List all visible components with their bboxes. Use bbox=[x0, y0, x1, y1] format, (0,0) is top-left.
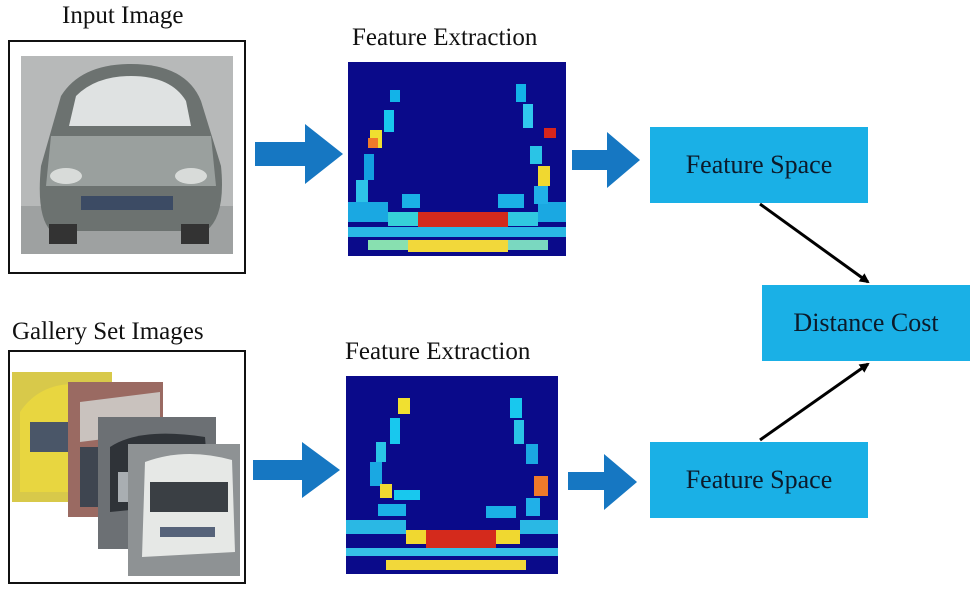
input-car-photo bbox=[21, 56, 233, 254]
feature-extraction-bottom-label: Feature Extraction bbox=[345, 338, 531, 365]
block-arrow-gallery-to-extraction bbox=[253, 442, 340, 498]
block-arrow-input-to-extraction bbox=[255, 124, 343, 184]
feature-heatmap-top bbox=[348, 62, 566, 256]
feature-heatmap-bottom bbox=[346, 376, 558, 574]
feature-extraction-top-label: Feature Extraction bbox=[352, 24, 538, 51]
feature-space-bottom-box: Feature Space bbox=[650, 442, 868, 518]
gallery-car-photos bbox=[12, 372, 240, 576]
input-image-frame bbox=[8, 40, 246, 274]
block-arrow-extraction-to-space-bottom bbox=[568, 454, 637, 510]
feature-heatmap-bottom-icon bbox=[346, 398, 558, 570]
gallery-set-frame bbox=[8, 350, 246, 584]
feature-heatmap-top-icon bbox=[348, 84, 566, 252]
distance-cost-box: Distance Cost bbox=[762, 285, 970, 361]
arrow-bottom-space-to-distance bbox=[759, 362, 870, 442]
input-image-label: Input Image bbox=[62, 2, 184, 29]
arrow-top-space-to-distance bbox=[759, 202, 870, 284]
feature-space-top-box: Feature Space bbox=[650, 127, 868, 203]
block-arrow-extraction-to-space-top bbox=[572, 132, 640, 188]
gallery-set-label: Gallery Set Images bbox=[12, 318, 204, 345]
